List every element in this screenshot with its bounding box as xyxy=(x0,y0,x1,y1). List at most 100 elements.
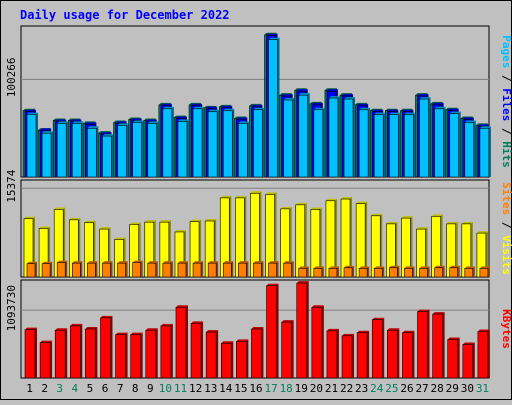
bar-face xyxy=(39,342,51,379)
bar-face xyxy=(464,268,474,278)
bar-top xyxy=(298,266,309,269)
bar-hits-pages-day-11 xyxy=(177,119,189,178)
bar-top xyxy=(389,112,401,115)
bar-top xyxy=(479,266,490,269)
bar-side xyxy=(65,260,68,277)
bar-kbytes-kbytes-day-6 xyxy=(100,315,113,379)
bar-visits-sites-day-4 xyxy=(71,261,83,278)
bar-face xyxy=(462,344,474,379)
bar-face xyxy=(268,262,277,278)
x-tick-label-day-6: 6 xyxy=(102,382,109,395)
bar-top xyxy=(190,219,202,222)
bar-hits-pages-day-30 xyxy=(464,120,476,178)
bar-side xyxy=(276,283,279,378)
bar-side xyxy=(350,197,353,277)
bar-top xyxy=(359,266,370,269)
bar-side xyxy=(428,97,431,177)
bar-face xyxy=(117,125,127,178)
bar-top xyxy=(253,107,265,110)
bar-side xyxy=(472,342,475,378)
bar-face xyxy=(266,285,277,379)
bar-top xyxy=(208,261,219,264)
bar-top xyxy=(328,96,340,99)
right-label-kbytes: KBytes xyxy=(500,309,512,349)
bar-top xyxy=(117,123,129,126)
bar-visits-sites-day-29 xyxy=(449,265,460,278)
bar-top xyxy=(402,109,414,112)
bar-top xyxy=(476,231,488,234)
bar-kbytes-kbytes-day-20 xyxy=(311,305,324,379)
bar-visits-sites-day-25 xyxy=(389,265,400,278)
bar-top xyxy=(39,226,51,229)
bar-face xyxy=(56,262,66,278)
bar-face xyxy=(328,97,339,178)
bar-side xyxy=(289,206,292,277)
bar-face xyxy=(238,123,248,178)
bar-face xyxy=(220,342,232,379)
bar-side xyxy=(110,261,113,277)
bar-side xyxy=(319,207,322,277)
bar-face xyxy=(160,325,172,379)
bar-top xyxy=(416,227,428,230)
bar-top xyxy=(477,329,490,332)
bar-face xyxy=(402,332,413,379)
bar-face xyxy=(238,262,247,278)
bar-top xyxy=(283,98,295,101)
bar-top xyxy=(175,116,187,119)
bar-side xyxy=(368,107,371,177)
bar-hits-pages-day-23 xyxy=(358,107,371,178)
bar-top xyxy=(132,260,143,263)
bar-face xyxy=(373,268,383,278)
bar-hits-pages-day-29 xyxy=(449,111,461,178)
bar-side xyxy=(247,121,250,177)
bar-top xyxy=(402,330,415,333)
bar-side xyxy=(427,266,430,277)
bar-face xyxy=(358,109,369,178)
bar-hits-pages-day-13 xyxy=(207,109,220,178)
bar-top xyxy=(206,106,218,109)
bar-side xyxy=(186,119,189,177)
bar-kbytes-kbytes-day-30 xyxy=(462,342,475,379)
bar-face xyxy=(356,332,368,379)
bar-top xyxy=(221,105,233,108)
bar-visits-sites-day-21 xyxy=(328,266,339,278)
bar-top xyxy=(54,207,66,210)
bar-face xyxy=(389,114,399,178)
bar-top xyxy=(145,328,158,331)
bar-kbytes-kbytes-day-8 xyxy=(130,332,143,379)
bar-side xyxy=(427,309,430,378)
bar-top xyxy=(84,220,96,223)
bar-side xyxy=(352,333,355,378)
right-label-part: / xyxy=(500,215,512,235)
y-tick-label-hits: 100266 xyxy=(5,57,18,97)
x-tick-label-day-17: 17 xyxy=(264,382,277,395)
bar-top xyxy=(238,121,250,124)
bar-face xyxy=(340,198,351,278)
bar-kbytes-kbytes-day-29 xyxy=(447,337,460,379)
bar-face xyxy=(115,334,126,379)
x-tick-label-day-20: 20 xyxy=(310,382,323,395)
bar-top xyxy=(206,330,219,333)
bar-side xyxy=(410,216,413,277)
x-axis-labels: 1 2 3 4 5 6 7 8 9 10 11 12 13 14 15 16 17 18 19 20 21 22 23 24 2… xyxy=(26,382,489,395)
bar-face xyxy=(341,335,353,379)
bar-top xyxy=(55,328,68,331)
bar-top xyxy=(55,119,67,122)
bar-side xyxy=(125,261,128,277)
bar-side xyxy=(50,261,53,277)
bar-face xyxy=(251,328,262,379)
bar-side xyxy=(336,328,339,378)
bar-top xyxy=(235,195,247,198)
bar-visits-sites-day-3 xyxy=(56,260,68,278)
bar-top xyxy=(85,327,98,329)
bar-top xyxy=(57,260,68,263)
bar-side xyxy=(470,221,473,277)
bar-top xyxy=(253,261,264,264)
bar-side xyxy=(66,121,69,177)
bar-side xyxy=(412,266,415,277)
bar-top xyxy=(115,121,127,124)
bar-side xyxy=(80,261,83,277)
bar-visits-sites-day-18 xyxy=(283,261,294,278)
bar-side xyxy=(80,323,83,378)
bar-face xyxy=(87,262,96,278)
